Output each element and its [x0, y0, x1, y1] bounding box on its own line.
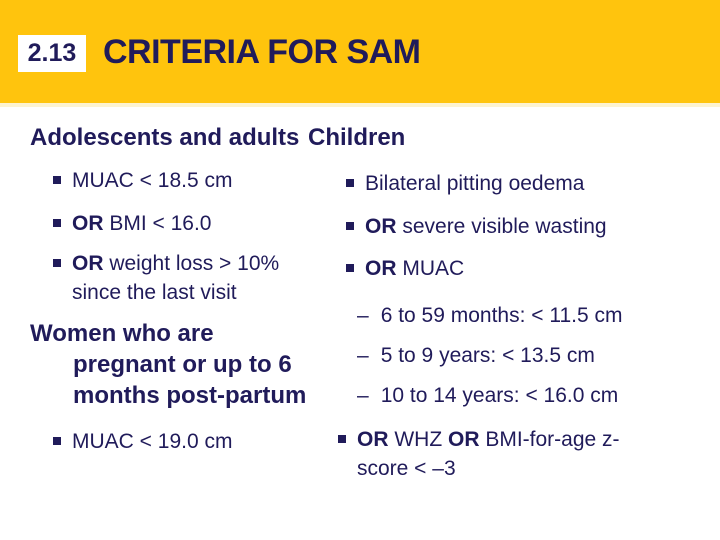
criterion-rest: BMI < 16.0: [103, 212, 212, 235]
dash-bullet: –: [357, 304, 369, 327]
criterion-text: OR MUAC: [365, 254, 464, 283]
heading-women-line3: months post-partum: [73, 382, 307, 409]
heading-children: Children: [308, 124, 406, 151]
age-criterion-text: 5 to 9 years: < 13.5 cm: [380, 344, 595, 367]
slide-title: CRITERIA FOR SAM: [103, 33, 421, 71]
sub-list-item: – 6 to 59 months: < 11.5 cm: [357, 303, 623, 329]
or-keyword: OR: [365, 215, 397, 238]
square-bullet-icon: [53, 176, 61, 184]
or-keyword: OR: [72, 212, 104, 235]
list-item: MUAC < 19.0 cm: [53, 427, 232, 456]
criterion-text: OR BMI < 16.0: [72, 209, 211, 238]
criterion-rest: weight loss > 10%: [103, 252, 280, 275]
heading-women-line2: pregnant or up to 6: [73, 351, 292, 378]
criterion-line2: score < –3: [357, 457, 456, 480]
square-bullet-icon: [346, 222, 354, 230]
or-keyword: OR: [365, 257, 397, 280]
criterion-text: OR weight loss > 10% since the last visit: [72, 249, 279, 307]
or-keyword: OR: [447, 428, 480, 451]
heading-women-line1: Women who are: [30, 320, 214, 347]
list-item: OR BMI < 16.0: [53, 209, 211, 238]
criterion-text: MUAC < 19.0 cm: [72, 430, 233, 453]
criterion-text: Bilateral pitting oedema: [365, 172, 585, 195]
header-band: 2.13 CRITERIA FOR SAM: [0, 0, 720, 107]
criterion-rest: MUAC: [396, 257, 465, 280]
list-item: OR MUAC: [346, 254, 464, 283]
criterion-rest: severe visible wasting: [396, 215, 607, 238]
list-item: MUAC < 18.5 cm: [53, 166, 232, 195]
or-keyword: OR: [72, 252, 104, 275]
square-bullet-icon: [53, 219, 61, 227]
age-criterion-text: 10 to 14 years: < 16.0 cm: [380, 384, 619, 407]
dash-bullet: –: [357, 344, 369, 367]
criterion-rest: BMI-for-age z-: [479, 428, 620, 451]
criterion-text: OR severe visible wasting: [365, 212, 607, 241]
section-number-badge: 2.13: [18, 35, 86, 72]
criterion-text: OR WHZ OR BMI-for-age z-score < –3: [357, 425, 620, 483]
criterion-mid: WHZ: [388, 428, 448, 451]
square-bullet-icon: [346, 179, 354, 187]
list-item: OR WHZ OR BMI-for-age z-score < –3: [338, 425, 620, 483]
square-bullet-icon: [346, 264, 354, 272]
criterion-line2: since the last visit: [72, 281, 237, 304]
or-keyword: OR: [357, 428, 389, 451]
sub-list-item: – 5 to 9 years: < 13.5 cm: [357, 343, 595, 369]
section-number: 2.13: [27, 39, 77, 67]
list-item: OR weight loss > 10% since the last visit: [53, 249, 279, 307]
list-item: Bilateral pitting oedema: [346, 169, 584, 198]
square-bullet-icon: [53, 437, 61, 445]
criterion-text: MUAC < 18.5 cm: [72, 169, 233, 192]
sub-list-item: – 10 to 14 years: < 16.0 cm: [357, 383, 618, 409]
age-criterion-text: 6 to 59 months: < 11.5 cm: [380, 304, 623, 327]
dash-bullet: –: [357, 384, 369, 407]
square-bullet-icon: [338, 435, 346, 443]
square-bullet-icon: [53, 259, 61, 267]
heading-adolescents-adults: Adolescents and adults: [30, 124, 300, 151]
list-item: OR severe visible wasting: [346, 212, 607, 241]
